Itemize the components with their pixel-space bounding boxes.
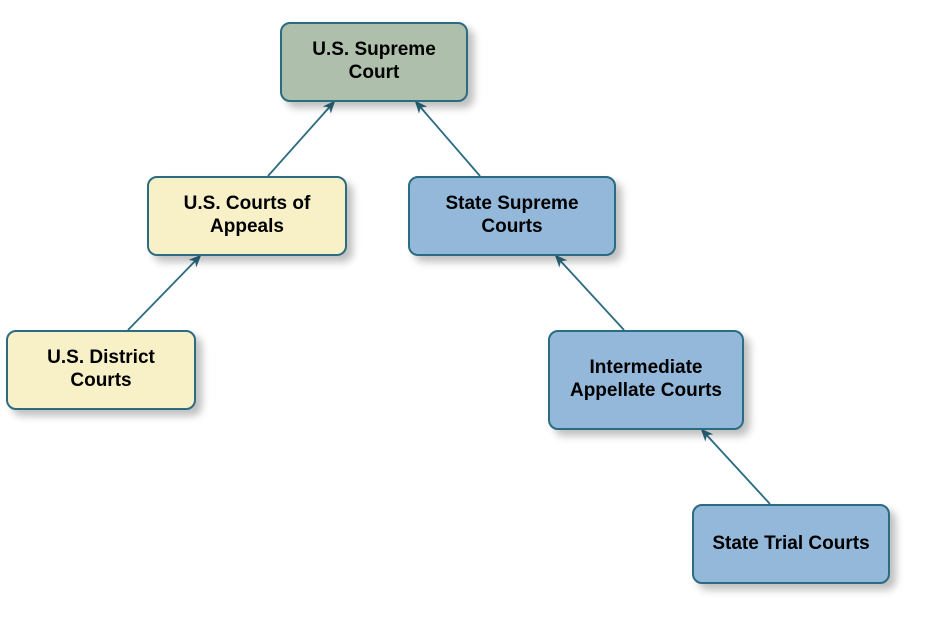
court-hierarchy-diagram: U.S. Supreme Court U.S. Courts of Appeal… bbox=[0, 0, 928, 634]
node-label: State Supreme Courts bbox=[420, 193, 604, 239]
node-label: U.S. Supreme Court bbox=[292, 39, 456, 85]
node-label: Intermediate Appellate Courts bbox=[560, 357, 732, 403]
edge-appeals-to-supreme bbox=[268, 102, 334, 176]
node-us-courts-of-appeals: U.S. Courts of Appeals bbox=[147, 176, 347, 256]
edge-intermediate-to-state-supreme bbox=[556, 256, 624, 330]
node-us-district-courts: U.S. District Courts bbox=[6, 330, 196, 410]
node-intermediate-appellate-courts: Intermediate Appellate Courts bbox=[548, 330, 744, 430]
node-label: U.S. District Courts bbox=[18, 347, 184, 393]
node-us-supreme-court: U.S. Supreme Court bbox=[280, 22, 468, 102]
node-label: U.S. Courts of Appeals bbox=[159, 193, 335, 239]
node-state-supreme-courts: State Supreme Courts bbox=[408, 176, 616, 256]
edge-trial-to-intermediate bbox=[702, 430, 770, 504]
node-state-trial-courts: State Trial Courts bbox=[692, 504, 890, 584]
node-label: State Trial Courts bbox=[712, 533, 869, 556]
edge-state-supreme-to-supreme bbox=[416, 102, 480, 176]
edge-district-to-appeals bbox=[128, 256, 200, 330]
